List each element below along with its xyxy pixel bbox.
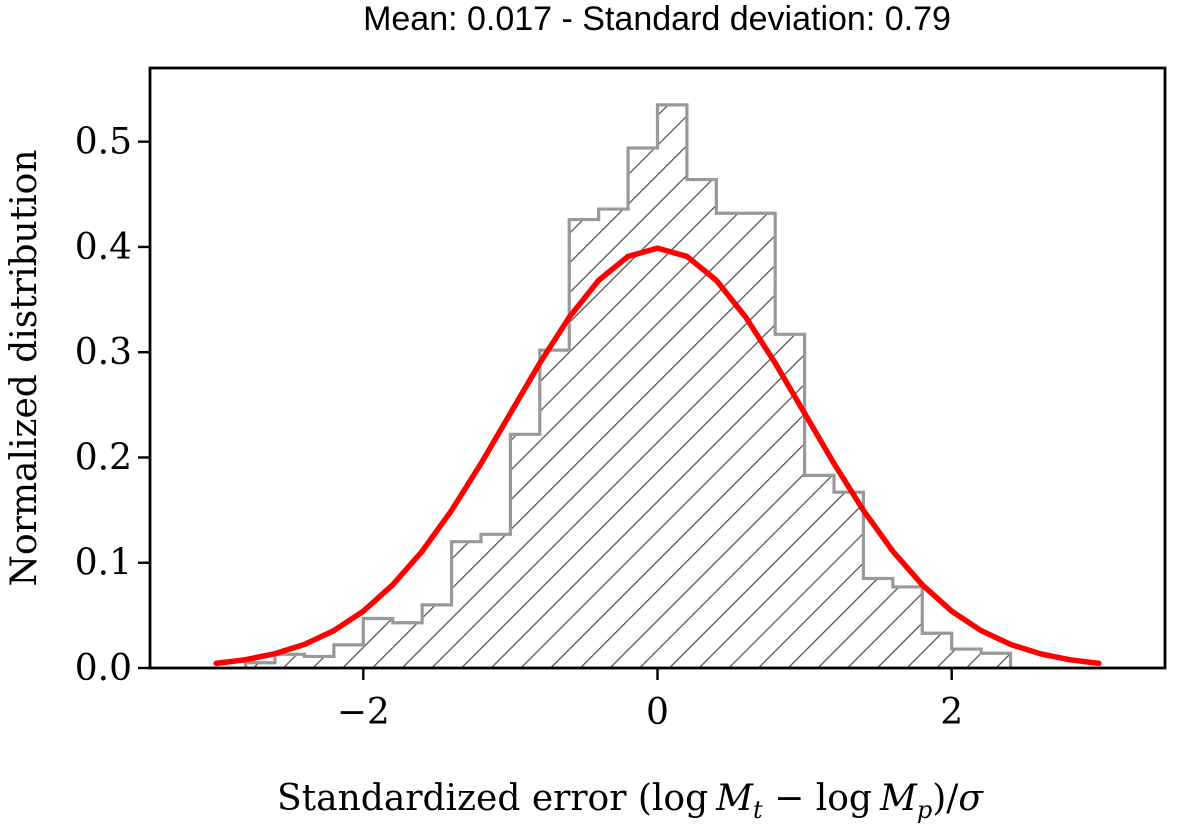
histogram-bar <box>363 618 393 668</box>
y-axis-label: Normalized distribution <box>4 149 45 586</box>
x-label-minus-log: − log <box>763 778 872 819</box>
histogram-bar <box>569 219 599 668</box>
histogram-bar <box>304 656 334 668</box>
histogram-bar <box>392 622 423 668</box>
chart-title: Mean: 0.017 - Standard deviation: 0.79 <box>363 0 951 38</box>
histogram-bar <box>745 213 776 668</box>
y-tick-label: 0.4 <box>75 227 132 268</box>
y-axis: 0.0 0.1 0.2 0.3 0.4 0.5 <box>75 122 150 689</box>
x-axis: −2 0 2 <box>337 668 963 733</box>
y-tick-label: 0.2 <box>75 437 132 478</box>
histogram-bar <box>657 104 687 668</box>
histogram-bar <box>834 492 864 668</box>
histogram-bar <box>333 644 364 668</box>
y-tick-label: 0.5 <box>75 122 132 163</box>
histogram-bar <box>598 209 629 668</box>
x-label-prefix: Standardized error (log <box>277 778 708 819</box>
x-label-sub2: p <box>917 796 932 824</box>
x-axis-label: Standardized error (log Mt − log Mp)/σ <box>277 778 984 824</box>
y-tick-label: 0.1 <box>75 543 132 584</box>
y-tick-label: 0.3 <box>75 332 132 373</box>
histogram-bar <box>480 534 511 668</box>
histogram-bar <box>422 604 452 668</box>
y-tick-label: 0.0 <box>75 648 132 689</box>
histogram-bar <box>245 662 276 668</box>
gaussian-curve <box>213 245 1102 667</box>
histogram-bar <box>628 148 658 668</box>
x-tick-label: 0 <box>646 692 669 733</box>
histogram-bar <box>892 586 923 668</box>
x-label-m2: M <box>879 778 918 819</box>
fit-curve <box>213 245 1102 667</box>
histogram-bar <box>275 654 305 668</box>
histogram <box>244 103 1013 668</box>
x-tick-label: −2 <box>337 692 390 733</box>
histogram-outline <box>244 103 1013 668</box>
histogram-bar <box>451 541 481 668</box>
x-label-sub1: t <box>753 796 763 824</box>
histogram-bar <box>539 350 570 668</box>
histogram-bar <box>804 475 835 668</box>
histogram-bar <box>951 649 982 668</box>
x-label-slash: )/ <box>932 778 959 819</box>
histogram-bar <box>510 434 540 668</box>
histogram-bar <box>981 653 1011 668</box>
x-label-sigma: σ <box>958 778 984 819</box>
x-tick-label: 2 <box>940 692 963 733</box>
x-label-m1: M <box>715 778 754 819</box>
histogram-bar <box>922 633 952 668</box>
histogram-bar <box>686 179 717 668</box>
histogram-bar <box>863 578 893 668</box>
